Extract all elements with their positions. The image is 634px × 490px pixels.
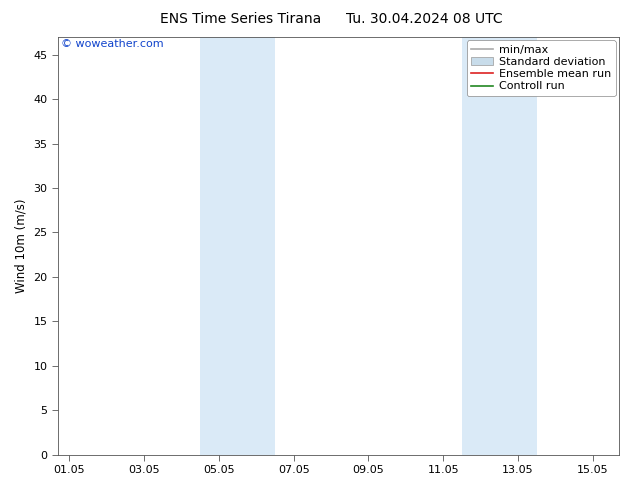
Text: ENS Time Series Tirana: ENS Time Series Tirana: [160, 12, 321, 26]
Legend: min/max, Standard deviation, Ensemble mean run, Controll run: min/max, Standard deviation, Ensemble me…: [467, 40, 616, 96]
Text: © woweather.com: © woweather.com: [61, 39, 164, 49]
Y-axis label: Wind 10m (m/s): Wind 10m (m/s): [15, 198, 28, 293]
Bar: [200, 37, 275, 455]
Text: Tu. 30.04.2024 08 UTC: Tu. 30.04.2024 08 UTC: [346, 12, 503, 26]
Bar: [462, 37, 537, 455]
